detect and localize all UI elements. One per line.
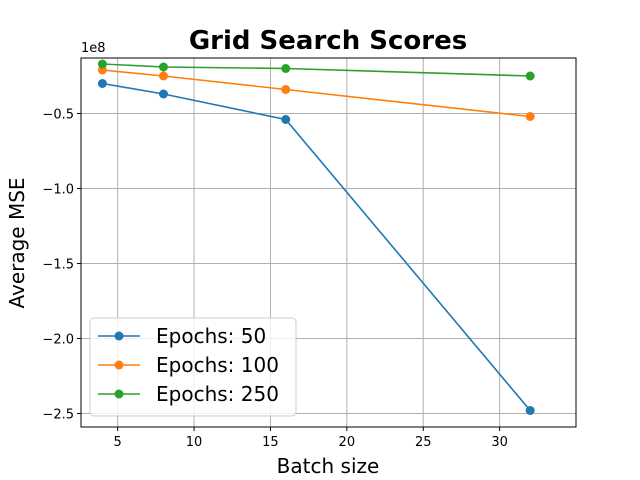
series-line-3 [102,63,531,77]
legend-label: Epochs: 250 [156,382,279,406]
y-axis-label: Average MSE [5,177,29,308]
data-point [159,62,168,72]
axis-ticks: 5 10 15 20 25 30 −0.5 −1.0 −1.5 −2.0 −2.5 [42,108,507,451]
y-tick-label: −1.5 [42,258,74,273]
x-tick-label: 15 [262,435,279,450]
legend-marker [114,331,124,341]
legend: Epochs: 50 Epochs: 100 Epochs: 250 [89,317,297,417]
x-tick-label: 10 [186,435,203,450]
y-tick-label: −2.0 [42,333,74,348]
legend-box [89,317,297,417]
y-tick-label: −2.5 [42,408,74,423]
data-point [281,64,291,73]
x-tick-label: 5 [114,435,122,450]
legend-label: Epochs: 100 [156,353,279,377]
y-tick-label: −1.0 [42,183,74,198]
x-axis-label: Batch size [277,454,380,478]
grid-lines [81,58,576,427]
y-offset-label: 1e8 [81,41,106,56]
legend-marker [114,360,124,370]
data-point [281,115,291,124]
y-tick-label: −0.5 [42,108,74,123]
legend-label: Epochs: 50 [156,324,266,348]
plot-frame [80,57,577,428]
data-point [97,59,107,69]
data-point [159,71,168,81]
series-lines [97,59,535,415]
data-point [281,85,291,94]
x-tick-label: 25 [415,435,432,450]
data-point [525,112,535,121]
chart-title: Grid Search Scores [189,26,467,56]
x-tick-label: 30 [491,435,508,450]
series-line-2 [102,69,531,118]
data-point [159,89,168,99]
data-point [525,406,535,415]
data-point [97,79,107,88]
legend-marker [114,389,124,399]
data-point [525,71,535,81]
x-tick-label: 20 [339,435,356,450]
series-line-1 [102,82,531,412]
